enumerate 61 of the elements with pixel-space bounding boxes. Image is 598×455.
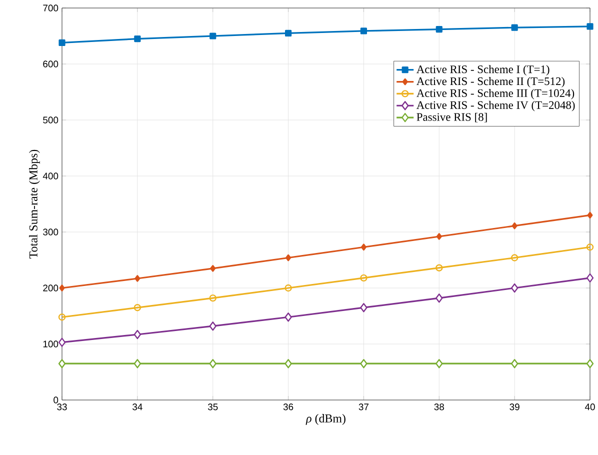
- x-tick-label: 40: [584, 404, 595, 410]
- legend-label: Passive RIS [8]: [416, 112, 487, 122]
- point: [134, 330, 142, 340]
- point: [59, 284, 65, 292]
- y-tick-label: 200: [43, 284, 58, 292]
- point: [436, 26, 442, 33]
- x-tick-label: 38: [434, 404, 444, 410]
- x-tick-label: 37: [358, 404, 369, 410]
- y-tick-label: 300: [43, 228, 58, 236]
- point: [284, 359, 292, 368]
- point: [436, 233, 442, 240]
- y-tick-label: 700: [43, 4, 58, 12]
- x-tick-label: 35: [208, 404, 218, 410]
- point: [510, 359, 518, 368]
- point: [58, 359, 66, 368]
- point: [284, 30, 292, 37]
- point: [210, 265, 216, 272]
- x-tick-label: 33: [57, 404, 67, 410]
- point: [209, 294, 216, 302]
- point: [134, 275, 140, 282]
- x-tick-label: 34: [132, 404, 142, 410]
- point: [284, 312, 292, 322]
- point: [436, 293, 443, 303]
- point: [209, 359, 216, 368]
- point: [58, 338, 66, 347]
- y-tick-label: 400: [42, 172, 58, 180]
- x-tick-label: 39: [510, 404, 520, 410]
- point: [284, 284, 292, 292]
- point: [511, 24, 518, 31]
- point: [134, 36, 141, 42]
- y-tick-label: 0: [54, 396, 58, 404]
- point: [587, 212, 593, 219]
- point: [360, 244, 366, 251]
- point: [512, 222, 518, 230]
- point: [586, 273, 594, 283]
- point: [436, 359, 443, 368]
- x-axis-title: ρ (dBm): [306, 414, 346, 425]
- point: [586, 359, 594, 368]
- point: [209, 321, 216, 331]
- legend-label: Active RIS - Scheme III (T=1024): [416, 88, 574, 100]
- point: [360, 28, 368, 34]
- y-tick-label: 500: [43, 116, 58, 124]
- y-axis-title: Total Sum-rate (Mbps): [29, 150, 40, 258]
- point: [510, 283, 518, 293]
- point: [360, 274, 368, 282]
- x-tick-label: 36: [283, 404, 294, 410]
- point: [286, 254, 292, 262]
- point: [510, 254, 518, 262]
- point: [58, 39, 66, 46]
- legend-label: Active RIS - Scheme I (T=1): [416, 65, 550, 76]
- point: [134, 304, 142, 312]
- y-tick-label: 600: [43, 60, 58, 68]
- legend-label: Active RIS - Scheme IV (T=2048): [416, 100, 575, 112]
- point: [586, 23, 594, 30]
- point: [134, 359, 142, 368]
- point: [360, 303, 368, 312]
- legend-label: Active RIS - Scheme II (T=512): [416, 77, 565, 88]
- point: [436, 264, 443, 272]
- point: [210, 32, 216, 40]
- y-tick-label: 100: [43, 340, 58, 348]
- point: [360, 359, 368, 368]
